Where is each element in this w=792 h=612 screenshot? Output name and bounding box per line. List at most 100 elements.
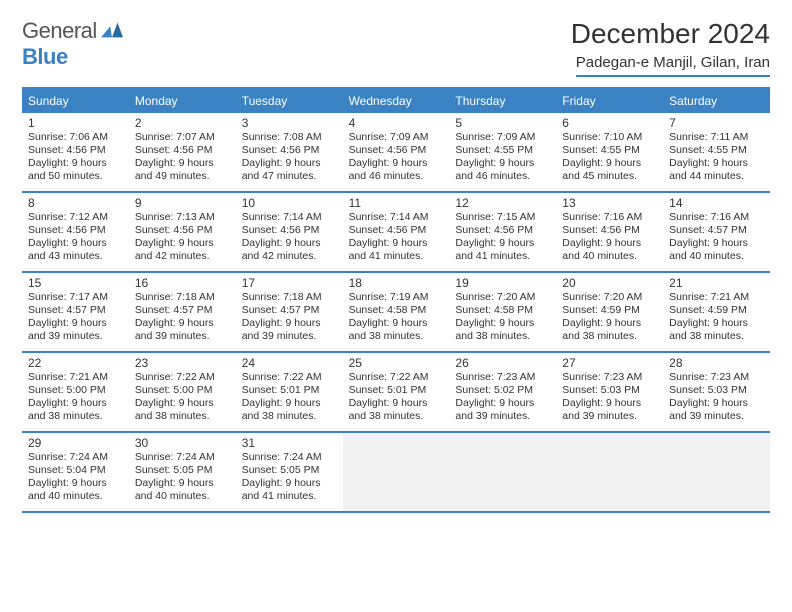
daylight-line: Daylight: 9 hours and 49 minutes. <box>135 157 230 183</box>
sunset-line: Sunset: 4:58 PM <box>455 304 550 317</box>
sunrise-line: Sunrise: 7:13 AM <box>135 211 230 224</box>
weekday-header: Thursday <box>449 89 556 113</box>
sunset-line: Sunset: 4:55 PM <box>669 144 764 157</box>
sunrise-line: Sunrise: 7:23 AM <box>562 371 657 384</box>
location: Padegan-e Manjil, Gilan, Iran <box>576 54 770 77</box>
day-number: 1 <box>28 116 123 130</box>
day-number: 29 <box>28 436 123 450</box>
sunset-line: Sunset: 4:56 PM <box>28 144 123 157</box>
day-cell: 14Sunrise: 7:16 AMSunset: 4:57 PMDayligh… <box>663 193 770 271</box>
day-cell: 19Sunrise: 7:20 AMSunset: 4:58 PMDayligh… <box>449 273 556 351</box>
sunrise-line: Sunrise: 7:22 AM <box>349 371 444 384</box>
day-number: 31 <box>242 436 337 450</box>
day-number: 11 <box>349 196 444 210</box>
sunrise-line: Sunrise: 7:16 AM <box>562 211 657 224</box>
logo-mark-icon <box>101 22 123 38</box>
sunset-line: Sunset: 4:58 PM <box>349 304 444 317</box>
logo-text-1: General <box>22 18 97 43</box>
sunrise-line: Sunrise: 7:11 AM <box>669 131 764 144</box>
daylight-line: Daylight: 9 hours and 38 minutes. <box>669 317 764 343</box>
day-cell: 27Sunrise: 7:23 AMSunset: 5:03 PMDayligh… <box>556 353 663 431</box>
day-cell: 16Sunrise: 7:18 AMSunset: 4:57 PMDayligh… <box>129 273 236 351</box>
day-cell: 22Sunrise: 7:21 AMSunset: 5:00 PMDayligh… <box>22 353 129 431</box>
sunrise-line: Sunrise: 7:06 AM <box>28 131 123 144</box>
day-cell: 11Sunrise: 7:14 AMSunset: 4:56 PMDayligh… <box>343 193 450 271</box>
sunrise-line: Sunrise: 7:07 AM <box>135 131 230 144</box>
day-cell: 1Sunrise: 7:06 AMSunset: 4:56 PMDaylight… <box>22 113 129 191</box>
sunset-line: Sunset: 4:59 PM <box>669 304 764 317</box>
sunset-line: Sunset: 5:05 PM <box>135 464 230 477</box>
sunrise-line: Sunrise: 7:14 AM <box>242 211 337 224</box>
daylight-line: Daylight: 9 hours and 50 minutes. <box>28 157 123 183</box>
day-cell: 26Sunrise: 7:23 AMSunset: 5:02 PMDayligh… <box>449 353 556 431</box>
weekday-header: Wednesday <box>343 89 450 113</box>
daylight-line: Daylight: 9 hours and 41 minutes. <box>349 237 444 263</box>
sunrise-line: Sunrise: 7:09 AM <box>349 131 444 144</box>
sunrise-line: Sunrise: 7:20 AM <box>562 291 657 304</box>
logo-text-2: Blue <box>22 44 123 70</box>
day-cell: 21Sunrise: 7:21 AMSunset: 4:59 PMDayligh… <box>663 273 770 351</box>
sunrise-line: Sunrise: 7:08 AM <box>242 131 337 144</box>
day-number: 10 <box>242 196 337 210</box>
day-cell: 23Sunrise: 7:22 AMSunset: 5:00 PMDayligh… <box>129 353 236 431</box>
daylight-line: Daylight: 9 hours and 42 minutes. <box>242 237 337 263</box>
day-number: 5 <box>455 116 550 130</box>
day-number: 23 <box>135 356 230 370</box>
daylight-line: Daylight: 9 hours and 38 minutes. <box>242 397 337 423</box>
daylight-line: Daylight: 9 hours and 39 minutes. <box>562 397 657 423</box>
daylight-line: Daylight: 9 hours and 42 minutes. <box>135 237 230 263</box>
sunset-line: Sunset: 4:56 PM <box>562 224 657 237</box>
daylight-line: Daylight: 9 hours and 38 minutes. <box>562 317 657 343</box>
day-cell: 20Sunrise: 7:20 AMSunset: 4:59 PMDayligh… <box>556 273 663 351</box>
sunrise-line: Sunrise: 7:22 AM <box>242 371 337 384</box>
sunset-line: Sunset: 4:56 PM <box>349 224 444 237</box>
sunrise-line: Sunrise: 7:21 AM <box>28 371 123 384</box>
day-number: 18 <box>349 276 444 290</box>
sunrise-line: Sunrise: 7:18 AM <box>242 291 337 304</box>
sunrise-line: Sunrise: 7:23 AM <box>455 371 550 384</box>
sunset-line: Sunset: 4:57 PM <box>669 224 764 237</box>
day-cell: 4Sunrise: 7:09 AMSunset: 4:56 PMDaylight… <box>343 113 450 191</box>
day-cell: 7Sunrise: 7:11 AMSunset: 4:55 PMDaylight… <box>663 113 770 191</box>
title-block: December 2024 Padegan-e Manjil, Gilan, I… <box>571 18 770 77</box>
day-cell: 3Sunrise: 7:08 AMSunset: 4:56 PMDaylight… <box>236 113 343 191</box>
week-row: 22Sunrise: 7:21 AMSunset: 5:00 PMDayligh… <box>22 353 770 433</box>
sunrise-line: Sunrise: 7:23 AM <box>669 371 764 384</box>
sunrise-line: Sunrise: 7:16 AM <box>669 211 764 224</box>
sunset-line: Sunset: 4:59 PM <box>562 304 657 317</box>
calendar: SundayMondayTuesdayWednesdayThursdayFrid… <box>22 87 770 513</box>
sunset-line: Sunset: 4:56 PM <box>135 224 230 237</box>
day-number: 13 <box>562 196 657 210</box>
daylight-line: Daylight: 9 hours and 40 minutes. <box>135 477 230 503</box>
daylight-line: Daylight: 9 hours and 38 minutes. <box>349 397 444 423</box>
logo: General Blue <box>22 18 123 70</box>
day-number: 15 <box>28 276 123 290</box>
daylight-line: Daylight: 9 hours and 38 minutes. <box>135 397 230 423</box>
day-number: 26 <box>455 356 550 370</box>
daylight-line: Daylight: 9 hours and 39 minutes. <box>242 317 337 343</box>
daylight-line: Daylight: 9 hours and 40 minutes. <box>28 477 123 503</box>
day-cell: 28Sunrise: 7:23 AMSunset: 5:03 PMDayligh… <box>663 353 770 431</box>
weekday-header: Saturday <box>663 89 770 113</box>
day-cell: 2Sunrise: 7:07 AMSunset: 4:56 PMDaylight… <box>129 113 236 191</box>
day-cell: 30Sunrise: 7:24 AMSunset: 5:05 PMDayligh… <box>129 433 236 511</box>
day-number: 27 <box>562 356 657 370</box>
sunrise-line: Sunrise: 7:14 AM <box>349 211 444 224</box>
daylight-line: Daylight: 9 hours and 46 minutes. <box>455 157 550 183</box>
daylight-line: Daylight: 9 hours and 44 minutes. <box>669 157 764 183</box>
weekday-header: Sunday <box>22 89 129 113</box>
day-number: 20 <box>562 276 657 290</box>
sunset-line: Sunset: 5:04 PM <box>28 464 123 477</box>
daylight-line: Daylight: 9 hours and 39 minutes. <box>669 397 764 423</box>
sunrise-line: Sunrise: 7:21 AM <box>669 291 764 304</box>
sunrise-line: Sunrise: 7:17 AM <box>28 291 123 304</box>
week-row: 15Sunrise: 7:17 AMSunset: 4:57 PMDayligh… <box>22 273 770 353</box>
sunset-line: Sunset: 4:56 PM <box>455 224 550 237</box>
sunset-line: Sunset: 4:56 PM <box>242 224 337 237</box>
daylight-line: Daylight: 9 hours and 38 minutes. <box>455 317 550 343</box>
daylight-line: Daylight: 9 hours and 38 minutes. <box>349 317 444 343</box>
day-number: 9 <box>135 196 230 210</box>
logo-text-wrap: General Blue <box>22 18 123 70</box>
sunset-line: Sunset: 5:03 PM <box>562 384 657 397</box>
week-row: 8Sunrise: 7:12 AMSunset: 4:56 PMDaylight… <box>22 193 770 273</box>
